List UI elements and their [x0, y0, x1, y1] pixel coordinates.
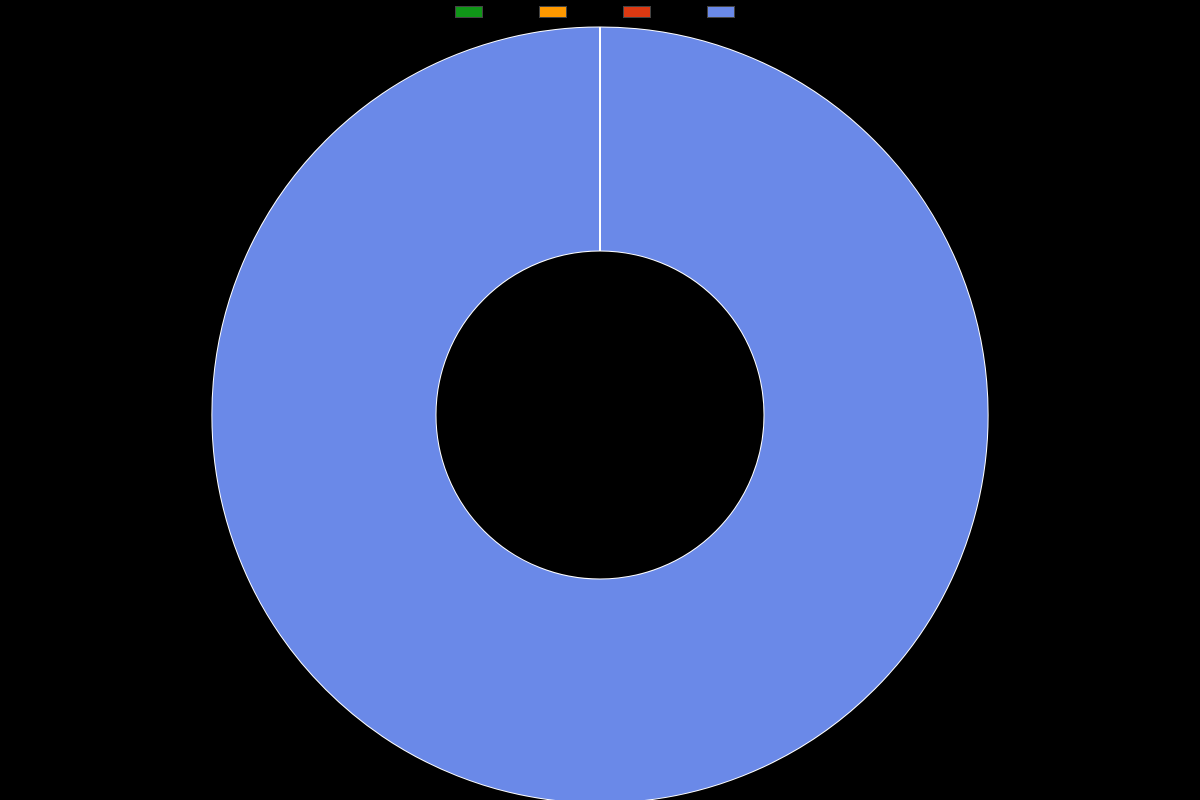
chart-container [0, 0, 1200, 800]
donut-chart [0, 0, 1200, 800]
